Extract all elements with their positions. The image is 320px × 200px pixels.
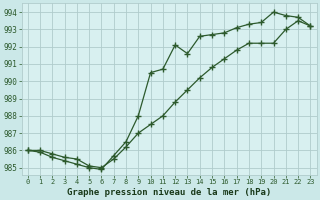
X-axis label: Graphe pression niveau de la mer (hPa): Graphe pression niveau de la mer (hPa): [67, 188, 271, 197]
